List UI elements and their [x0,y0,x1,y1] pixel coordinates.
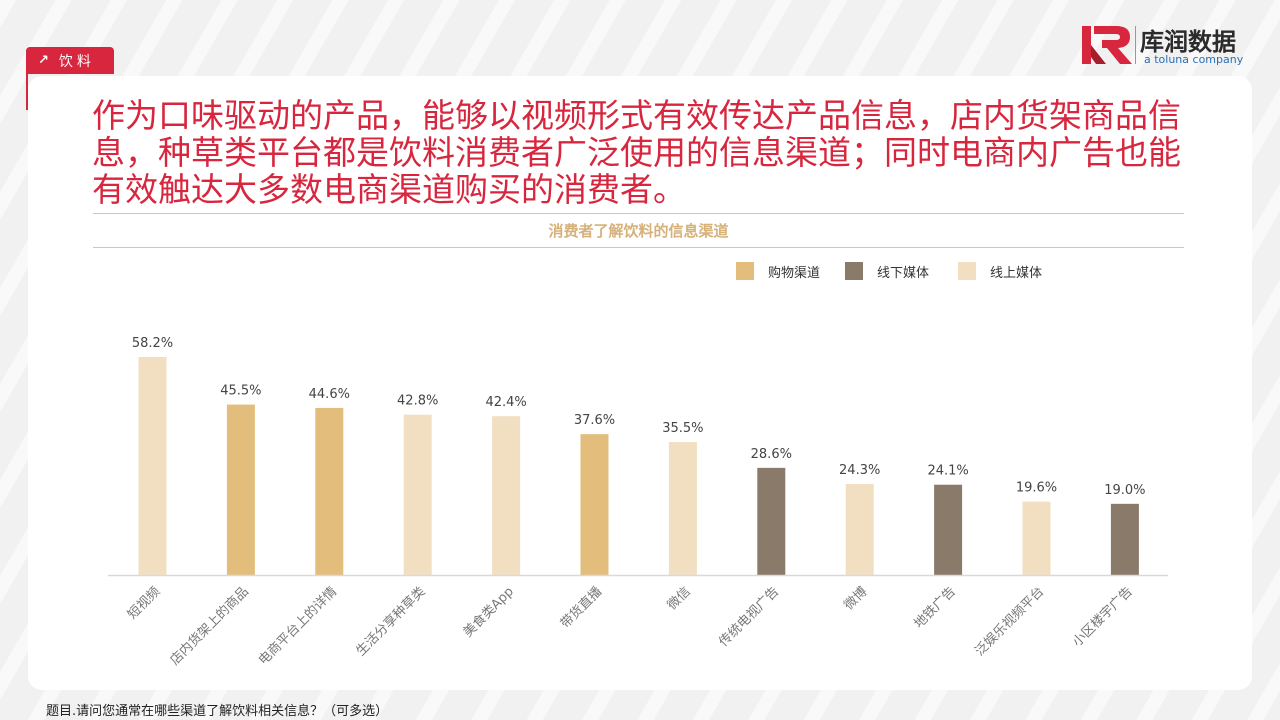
legend-item-offline: 线下媒体 [845,261,929,281]
data-label-5: 37.6% [574,413,615,428]
x-tick-label-11: 小区楼宇广告 [1070,584,1136,650]
bar-7 [757,467,786,575]
bar-5 [580,434,609,575]
data-label-0: 58.2% [132,336,173,351]
data-label-8: 24.3% [839,463,880,478]
data-label-10: 19.6% [1016,481,1057,496]
data-label-3: 42.8% [397,394,438,409]
x-tick-label-8: 微博 [842,584,871,613]
arrow-up-right-icon: ↗ [38,53,49,68]
x-tick-label-7: 传统电视广告 [716,584,782,650]
bar-8 [845,483,874,575]
legend-swatch-offline [845,262,863,280]
legend-swatch-online [958,262,976,280]
data-label-1: 45.5% [220,384,261,399]
brand-logo: 库润数据 a toluna company [1080,24,1255,68]
bar-10 [1022,501,1051,575]
bar-4 [492,416,521,575]
legend-label-shopping: 购物渠道 [768,265,821,281]
x-tick-label-3: 生活分享种草类 [353,584,429,660]
logo-divider [1135,26,1136,64]
x-tick-label-2: 电商平台上的详情 [255,584,340,669]
legend-item-online: 线上媒体 [958,261,1042,281]
category-tag-label: 饮料 [58,53,95,70]
bar-0 [138,357,167,575]
legend-label-offline: 线下媒体 [877,265,930,281]
legend-swatch-shopping [736,262,754,280]
x-tick-label-5: 带货直播 [557,584,605,632]
bar-6 [668,442,697,575]
bar-3 [403,414,432,575]
kr-logo-icon [1082,26,1132,64]
data-label-4: 42.4% [485,395,526,410]
bar-11 [1110,503,1139,575]
bar-1 [226,404,255,575]
bar-2 [315,407,344,575]
x-tick-label-9: 地铁广告 [912,584,959,631]
bar-9 [934,484,963,575]
data-label-11: 19.0% [1104,483,1145,498]
data-label-2: 44.6% [309,387,350,402]
headline: 作为口味驱动的产品，能够以视频形式有效传达产品信息，店内货架商品信息，种草类平台… [92,96,1181,209]
logo-subtitle: a toluna company [1144,53,1244,66]
x-tick-label-1: 店内货架上的商品 [167,584,252,669]
category-tag: ↗ 饮料 [26,47,114,110]
footnote: 题目.请问您通常在哪些渠道了解饮料相关信息？（可多选） [46,704,389,719]
content-card [28,76,1252,690]
x-tick-label-0: 短视频 [125,584,163,622]
data-label-7: 28.6% [751,447,792,462]
x-tick-label-6: 微信 [665,584,694,613]
legend-item-shopping: 购物渠道 [736,261,820,281]
chart-title-bar: 消费者了解饮料的信息渠道 [93,213,1184,248]
x-tick-label-10: 泛娱乐视频平台 [972,584,1047,659]
data-label-6: 35.5% [662,421,703,436]
logo-brand-text: 库润数据 [1140,28,1236,56]
data-label-9: 24.1% [927,464,968,479]
x-tick-label-4: 美食类App [460,584,517,641]
chart-title: 消费者了解饮料的信息渠道 [548,222,729,240]
legend-label-online: 线上媒体 [990,265,1043,281]
